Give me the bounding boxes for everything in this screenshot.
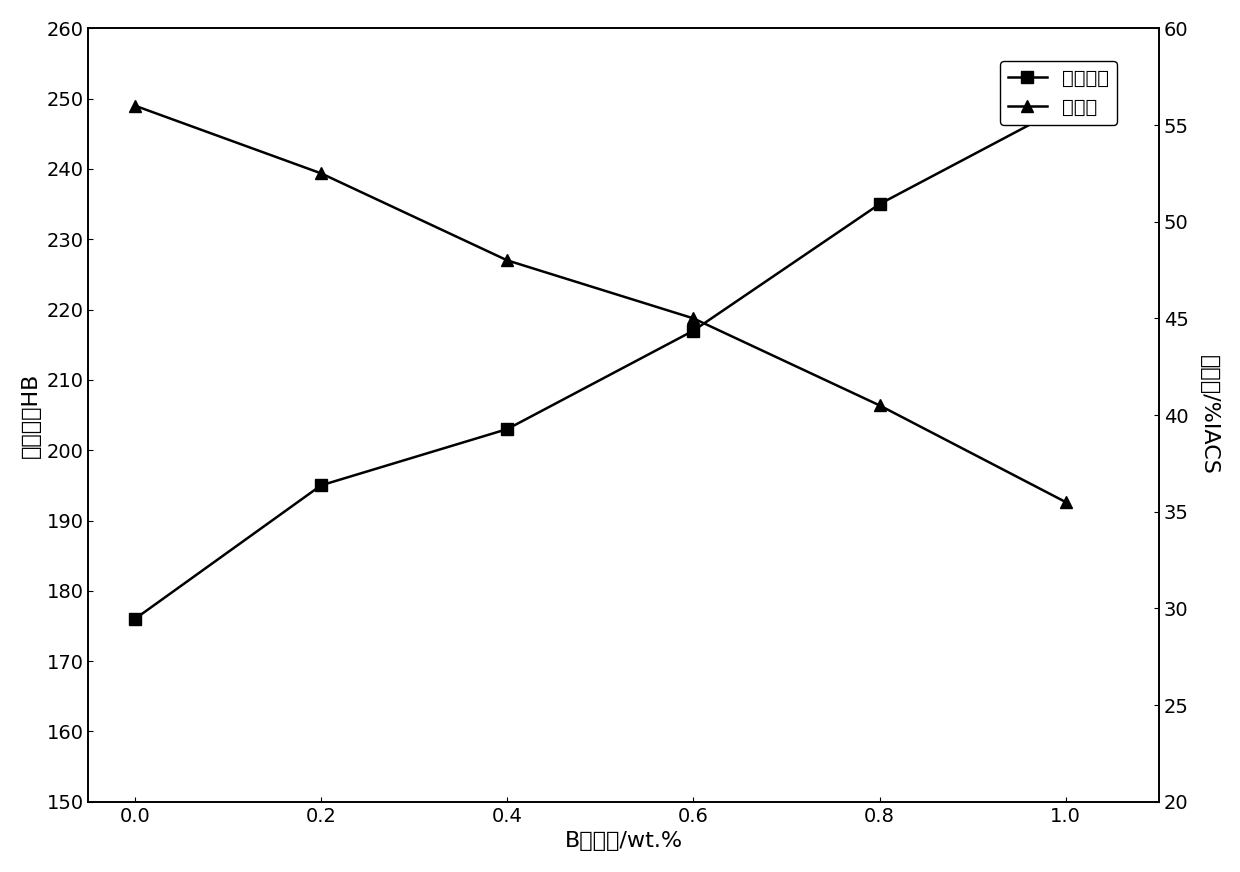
布氏硬度 — [128, 614, 143, 624]
X-axis label: B添加量/wt.%: B添加量/wt.% — [564, 831, 683, 851]
布氏硬度 — [686, 325, 701, 336]
Line: 导电率: 导电率 — [129, 99, 1071, 508]
Line: 布氏硬度: 布氏硬度 — [129, 99, 1071, 625]
Y-axis label: 布氏硬度HB: 布氏硬度HB — [21, 372, 41, 458]
导电率 — [686, 313, 701, 324]
布氏硬度 — [500, 424, 515, 434]
导电率 — [128, 100, 143, 111]
Y-axis label: 导电率/%IACS: 导电率/%IACS — [1199, 355, 1219, 475]
布氏硬度 — [314, 480, 329, 491]
布氏硬度 — [872, 199, 887, 209]
导电率 — [500, 255, 515, 266]
导电率 — [314, 168, 329, 179]
Legend: 布氏硬度, 导电率: 布氏硬度, 导电率 — [999, 61, 1117, 125]
导电率 — [1058, 497, 1073, 508]
导电率 — [872, 400, 887, 411]
布氏硬度 — [1058, 100, 1073, 111]
